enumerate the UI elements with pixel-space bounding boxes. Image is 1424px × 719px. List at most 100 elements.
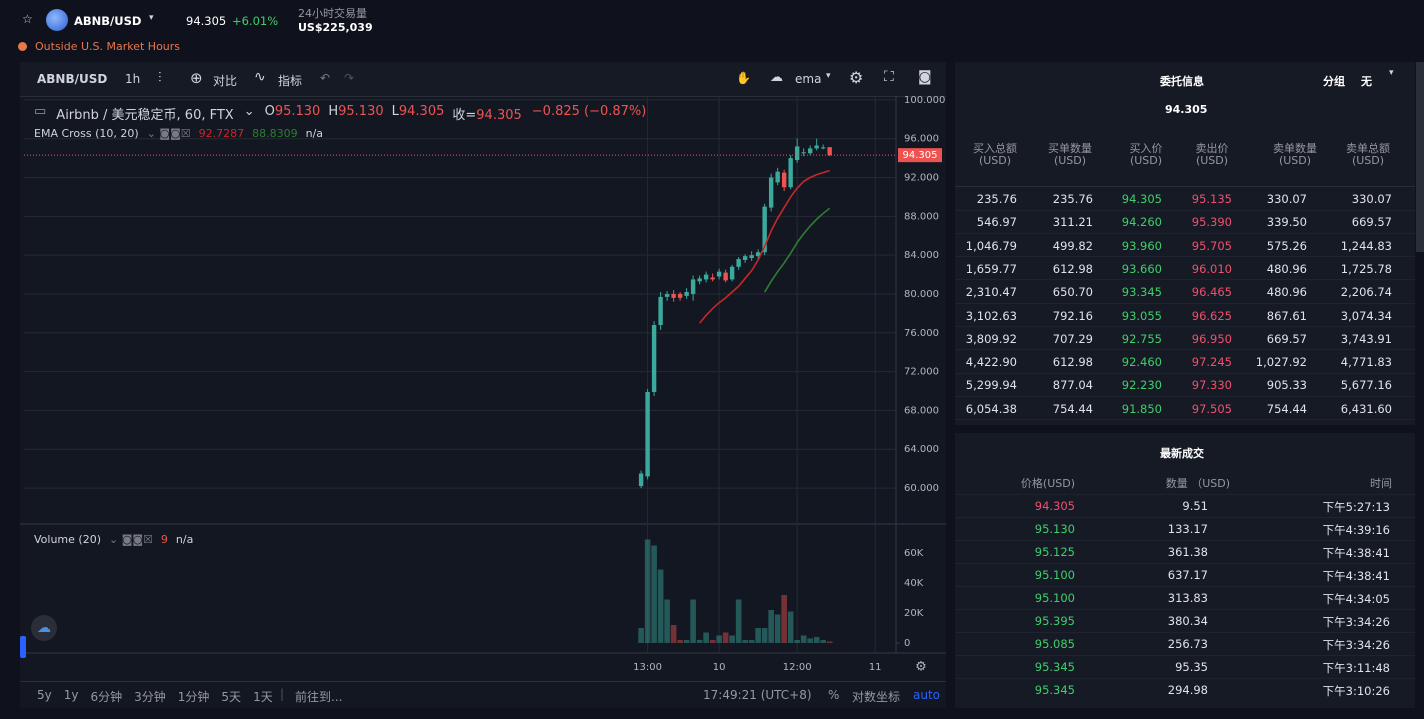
ohlc-value: 95.130 (274, 104, 321, 119)
trade-cell: 95.125 (1034, 545, 1075, 559)
settings[interactable]: ⚙ (849, 68, 864, 87)
x-tick-label: 10 (713, 662, 726, 673)
candle-body (710, 277, 715, 280)
order-cell: 94.305 (1121, 192, 1162, 206)
candle-body (664, 293, 670, 297)
percent[interactable]: % (828, 688, 840, 702)
order-cell: 669.57 (1266, 331, 1307, 346)
symbol[interactable]: ABNB/USD (74, 14, 142, 28)
log-scale[interactable]: 对数坐标 (852, 690, 901, 704)
candle-body (749, 255, 754, 259)
ohlc-item: L94.305 (392, 104, 445, 123)
range-button[interactable]: 1分钟 (177, 690, 210, 704)
ranges: 5y 1y 6分钟 3分钟 1分钟 5天 1天 (37, 688, 273, 705)
trade-header: 价格(USD) (1020, 477, 1075, 490)
order-cell: 480.96 (1266, 285, 1307, 300)
volume-icons[interactable]: ⌄ ◙◙☒ (109, 533, 153, 546)
compare-icon[interactable]: ⊕ (190, 69, 203, 87)
range-button[interactable]: 5天 (221, 690, 242, 704)
hand-icon[interactable]: ✋ (736, 71, 751, 85)
order-cell: 92.230 (1121, 378, 1162, 393)
order-cell: 1,046.79 (965, 238, 1017, 253)
volume-bar (677, 639, 683, 643)
order-cell: 97.330 (1191, 378, 1232, 393)
order-cell: 93.345 (1121, 285, 1162, 300)
order-cell: 877.04 (1052, 378, 1093, 393)
candle-body (820, 147, 826, 149)
template[interactable]: ema (795, 72, 822, 86)
volume-tick-label: 0 (904, 638, 910, 649)
order-cell: 96.625 (1191, 308, 1232, 323)
candle-body (645, 391, 650, 477)
toolbar-symbol[interactable]: ABNB/USD (37, 72, 108, 86)
scrollbar[interactable] (1416, 62, 1424, 252)
side-toggle[interactable] (20, 636, 26, 658)
trade-cell: 下午3:34:26 (1322, 615, 1390, 629)
logo-badge[interactable]: ☁ (31, 615, 57, 641)
volume-bar (807, 638, 813, 643)
legend-toggle[interactable]: ▭ (34, 104, 47, 119)
volume-bar (690, 599, 696, 643)
trade-cell: 294.98 (1167, 683, 1208, 697)
indicators[interactable]: 指标 (278, 74, 303, 88)
trade-cell: 94.305 (1034, 499, 1075, 513)
undo[interactable]: ↶ (320, 71, 331, 85)
ema-icons[interactable]: ⌄ ◙◙☒ (146, 127, 191, 140)
interval[interactable]: 1h (125, 72, 141, 86)
auto-scale[interactable]: auto (913, 688, 941, 702)
x-tick-label: 13:00 (633, 662, 662, 673)
order-cell: 1,659.77 (965, 261, 1017, 276)
header-unit: (USD) (978, 154, 1012, 167)
range-button[interactable]: 1天 (253, 690, 273, 704)
goto[interactable]: 前往到... (295, 690, 343, 704)
volume-bar (787, 611, 794, 643)
range-button[interactable]: 6分钟 (90, 690, 123, 704)
candle-icon[interactable]: ⫶ (158, 70, 162, 86)
clock: 17:49:21 (UTC+8) (703, 688, 812, 702)
order-cell: 905.33 (1266, 378, 1307, 393)
redo[interactable]: ↷ (344, 71, 355, 85)
compare[interactable]: 对比 (213, 74, 238, 88)
candle-body (684, 292, 689, 296)
group-arrow[interactable]: ▾ (1389, 68, 1394, 78)
x-tick-label: 12:00 (783, 662, 812, 673)
indicator-icon[interactable]: ∿ (254, 69, 266, 85)
ohlc-label: O (264, 104, 275, 119)
star-icon[interactable]: ☆ (22, 12, 33, 26)
dropdown[interactable]: ▾ (149, 13, 154, 23)
ohlc-value: 94.305 (476, 108, 522, 123)
snapshot[interactable]: ◙ (918, 69, 932, 85)
y-tick-label: 84.000 (904, 250, 939, 261)
column-header: 卖出价 (USD) (1177, 143, 1247, 167)
group-value[interactable]: 无 (1361, 75, 1372, 88)
range-button[interactable]: 3分钟 (134, 690, 166, 704)
order-cell: 95.705 (1191, 238, 1232, 253)
time-settings: ⚙ (915, 660, 927, 675)
header-name: 卖单总额 (1346, 142, 1390, 155)
bottom-bar: 5y 1y 6分钟 3分钟 1分钟 5天 1天 | 前往到... 17:49:21 (UTC… (20, 681, 946, 709)
trade-cell: 下午4:34:05 (1322, 592, 1390, 606)
order-book: 委托信息 分组 无 ▾ 94.305 买入总额 (USD) 买单数量 (USD) 买入价… (955, 62, 1415, 425)
range-button[interactable]: 1y (63, 688, 79, 702)
header-name: 卖出价 (1195, 142, 1229, 155)
legend-arrow[interactable]: ⌄ (243, 104, 255, 119)
ohlc: O95.130 H95.130 L94.305 收=94.305 (265, 104, 522, 123)
order-cell: 235.76 (976, 192, 1017, 206)
range-button[interactable]: 5y (37, 688, 52, 702)
ohlc-label: L (391, 104, 399, 119)
volume-bar (729, 635, 735, 643)
ema-value: 88.8309 (252, 127, 298, 140)
volume-bar (716, 635, 722, 643)
cloud-icon[interactable]: ☁ (770, 70, 783, 85)
candle-body (703, 274, 709, 280)
fullscreen[interactable]: ⛶ (884, 69, 894, 85)
template-arrow[interactable]: ▾ (826, 71, 831, 81)
volume-tick-label: 20K (904, 608, 924, 619)
trade-cell: 133.17 (1167, 522, 1208, 536)
ohlc-item: O95.130 (265, 104, 321, 123)
ohlc-item: 收=94.305 (452, 104, 521, 123)
order-cell: 96.010 (1191, 261, 1232, 276)
row-rule (955, 326, 1415, 327)
price-legend: ▭ Airbnb / 美元稳定币, 60, FTX ⌄ O95.130 H95.13… (34, 104, 646, 123)
